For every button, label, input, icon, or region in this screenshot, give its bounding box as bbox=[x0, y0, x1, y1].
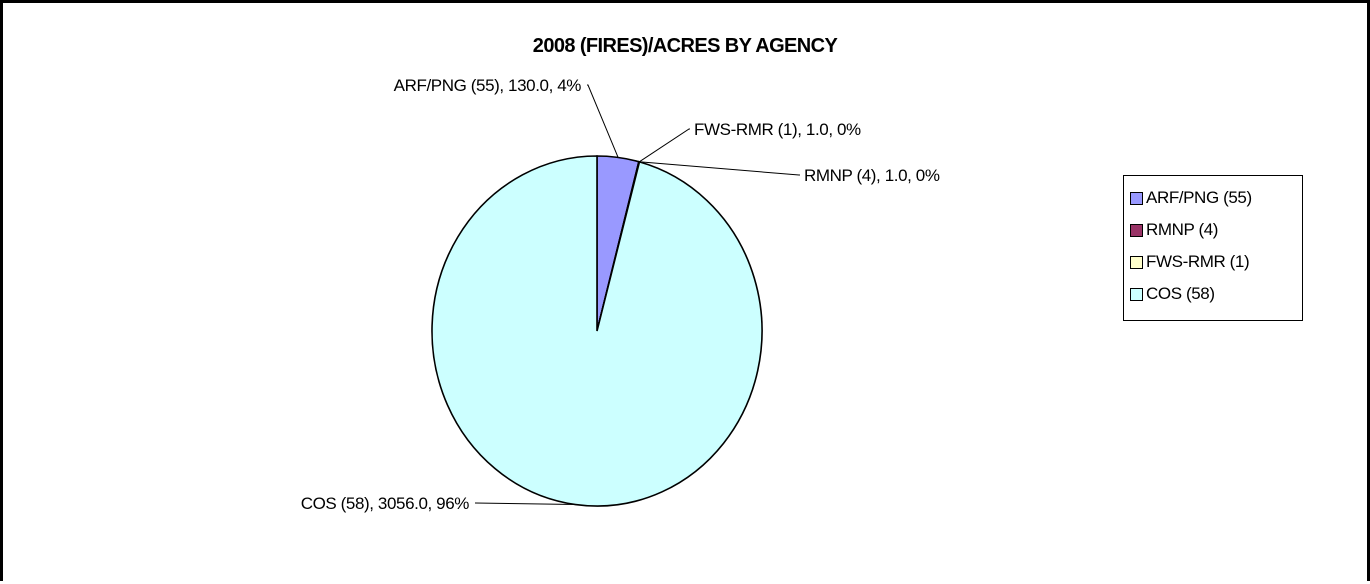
legend-swatch bbox=[1130, 223, 1143, 237]
data-label: FWS-RMR (1), 1.0, 0% bbox=[694, 120, 861, 139]
legend-item-cos: COS (58) bbox=[1130, 278, 1302, 310]
leader-line bbox=[638, 161, 800, 176]
leader-line bbox=[587, 84, 619, 158]
legend-swatch bbox=[1130, 287, 1143, 301]
data-label: COS (58), 3056.0, 96% bbox=[301, 494, 470, 513]
legend-label: COS (58) bbox=[1146, 284, 1215, 303]
legend-item-fws-rmr: FWS-RMR (1) bbox=[1130, 246, 1302, 278]
legend-item-rmnp: RMNP (4) bbox=[1130, 214, 1302, 246]
data-label: ARF/PNG (55), 130.0, 4% bbox=[394, 76, 582, 95]
data-label: RMNP (4), 1.0, 0% bbox=[804, 166, 940, 185]
leader-line bbox=[474, 502, 576, 505]
legend-label: FWS-RMR (1) bbox=[1146, 252, 1250, 271]
pie-slice-cos bbox=[431, 155, 763, 507]
legend-swatch bbox=[1130, 191, 1143, 205]
leader-line bbox=[639, 128, 690, 163]
legend: ARF/PNG (55) RMNP (4) FWS-RMR (1) COS (5… bbox=[1123, 175, 1303, 321]
chart-title: 2008 (FIRES)/ACRES BY AGENCY bbox=[532, 35, 838, 57]
legend-swatch bbox=[1130, 255, 1143, 269]
legend-label: RMNP (4) bbox=[1146, 220, 1219, 239]
pie-slices bbox=[431, 155, 763, 507]
pie-chart: ARF/PNG (55), 130.0, 4% RMNP (4), 1.0, 0%… bbox=[301, 76, 941, 513]
legend-item-arf-png: ARF/PNG (55) bbox=[1130, 182, 1302, 214]
legend-label: ARF/PNG (55) bbox=[1146, 188, 1252, 207]
data-labels: ARF/PNG (55), 130.0, 4% RMNP (4), 1.0, 0%… bbox=[301, 76, 941, 513]
leader-lines bbox=[474, 84, 800, 505]
